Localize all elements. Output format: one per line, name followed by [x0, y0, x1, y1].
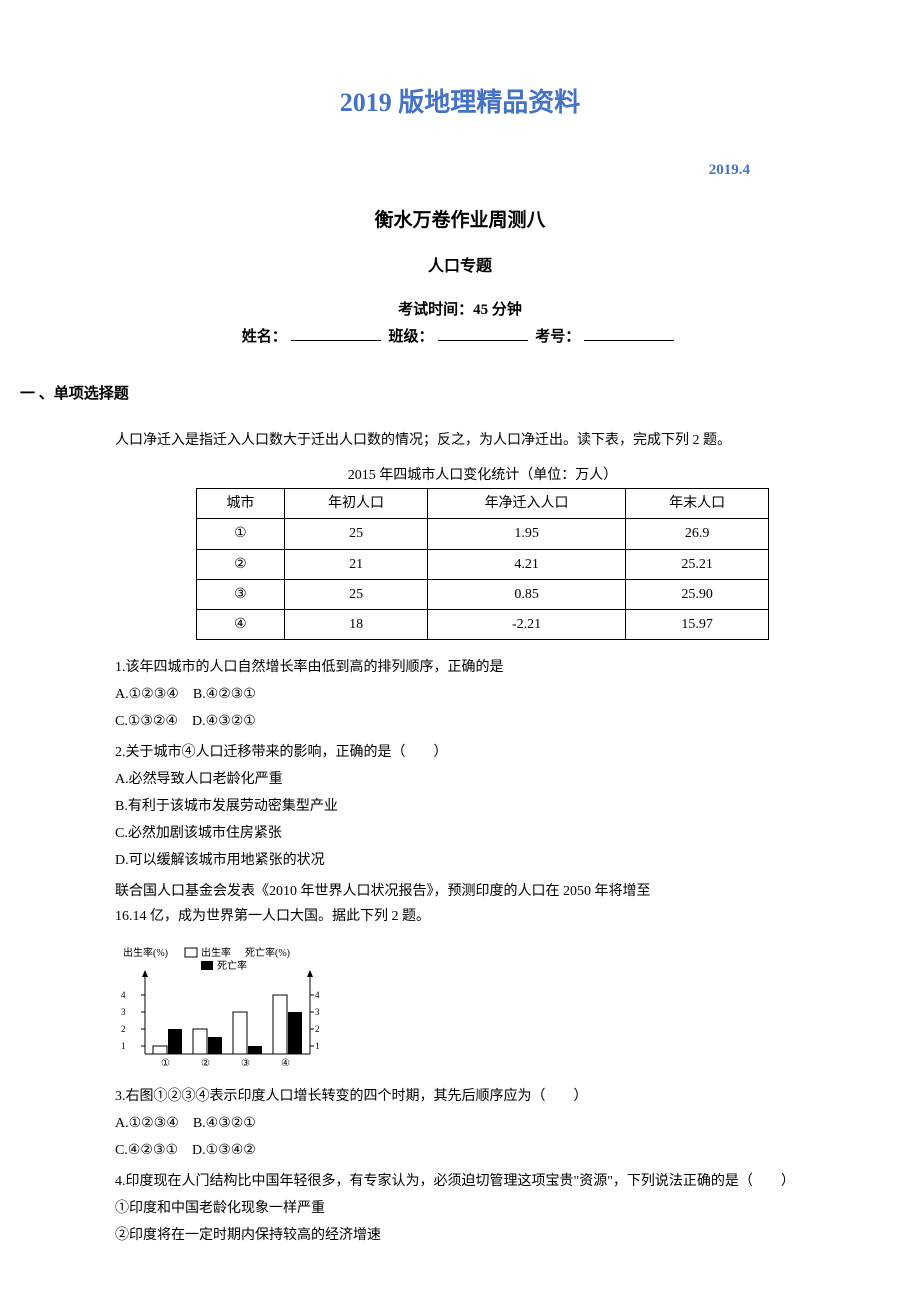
bar-death-4: [288, 1012, 302, 1054]
left-arrow: [142, 970, 148, 977]
left-axis-label: 出生率(%): [123, 946, 168, 959]
bar-death-3: [248, 1046, 262, 1054]
legend-death-box: [201, 961, 213, 970]
question-1: 1.该年四城市的人口自然增长率由低到高的排列顺序，正确的是: [115, 655, 850, 680]
ytick-r: 4: [315, 990, 320, 1000]
name-label: 姓名：: [242, 329, 287, 345]
table-row: ① 25 1.95 26.9: [196, 519, 768, 549]
cell: 25.90: [626, 579, 769, 609]
cell: 1.95: [428, 519, 626, 549]
intro-2a: 联合国人口基金会发表《2010 年世界人口状况报告》，预测印度的人口在 2050…: [115, 879, 850, 904]
topic-title: 人口专题: [70, 253, 850, 282]
ytick-r: 3: [315, 1007, 320, 1017]
q4-option-2: ②印度将在一定时期内保持较高的经济增速: [115, 1223, 850, 1248]
xtick-3: ③: [241, 1058, 250, 1069]
q3-options-cd: C.④②③① D.①③④②: [115, 1138, 850, 1163]
ytick: 2: [121, 1024, 126, 1034]
cell: 4.21: [428, 549, 626, 579]
table-row: ③ 25 0.85 25.90: [196, 579, 768, 609]
q2-option-c: C.必然加剧该城市住房紧张: [115, 821, 850, 846]
class-label: 班级：: [388, 329, 433, 345]
birth-death-chart: 出生率(%) 出生率 死亡率(%) 死亡率 1 2 3 4 1 2 3: [115, 944, 375, 1074]
class-blank: [438, 340, 528, 341]
intro-2b: 16.14 亿，成为世界第一人口大国。据此下列 2 题。: [115, 904, 850, 929]
xtick-1: ①: [161, 1058, 170, 1069]
cell: ④: [196, 609, 284, 639]
xtick-2: ②: [201, 1058, 210, 1069]
th-net: 年净迁入人口: [428, 489, 626, 519]
intro-1: 人口净迁入是指迁入人口数大于迁出人口数的情况；反之，为人口净迁出。读下表，完成下…: [115, 428, 850, 453]
q2-option-a: A.必然导致人口老龄化严重: [115, 767, 850, 792]
chart-svg: 出生率(%) 出生率 死亡率(%) 死亡率 1 2 3 4 1 2 3: [115, 944, 375, 1074]
cell: ③: [196, 579, 284, 609]
right-axis-label: 死亡率(%): [245, 946, 290, 959]
cell: 21: [285, 549, 428, 579]
bar-birth-2: [193, 1029, 207, 1054]
cell: 0.85: [428, 579, 626, 609]
xtick-4: ④: [281, 1058, 290, 1069]
cell: ②: [196, 549, 284, 579]
examno-blank: [584, 340, 674, 341]
ytick: 1: [121, 1041, 126, 1051]
q3-options-ab: A.①②③④ B.④③②①: [115, 1111, 850, 1136]
bar-birth-3: [233, 1012, 247, 1054]
cell: 18: [285, 609, 428, 639]
population-table: 城市 年初人口 年净迁入人口 年末人口 ① 25 1.95 26.9 ② 21 …: [196, 488, 769, 640]
cell: 25: [285, 519, 428, 549]
right-arrow: [307, 970, 313, 977]
ytick-r: 1: [315, 1041, 320, 1051]
question-4: 4.印度现在人门结构比中国年轻很多，有专家认为，必须迫切管理这项宝贵"资源"，下…: [115, 1169, 850, 1194]
q4-option-1: ①印度和中国老龄化现象一样严重: [115, 1196, 850, 1221]
main-title: 2019 版地理精品资料: [70, 80, 850, 127]
cell: ①: [196, 519, 284, 549]
question-2: 2.关于城市④人口迁移带来的影响，正确的是（ ）: [115, 740, 850, 765]
th-end: 年末人口: [626, 489, 769, 519]
content-block: 人口净迁入是指迁入人口数大于迁出人口数的情况；反之，为人口净迁出。读下表，完成下…: [115, 428, 850, 1248]
bar-birth-1: [153, 1046, 167, 1054]
ytick: 4: [121, 990, 126, 1000]
sub-title: 衡水万卷作业周测八: [70, 204, 850, 238]
cell: 25: [285, 579, 428, 609]
ytick: 3: [121, 1007, 126, 1017]
th-city: 城市: [196, 489, 284, 519]
date: 2019.4: [70, 157, 750, 184]
cell: 15.97: [626, 609, 769, 639]
q2-option-d: D.可以缓解该城市用地紧张的状况: [115, 848, 850, 873]
bar-death-1: [168, 1029, 182, 1054]
section-title: 一 、单项选择题: [20, 381, 850, 408]
examno-label: 考号：: [535, 329, 580, 345]
th-start: 年初人口: [285, 489, 428, 519]
q2-option-b: B.有利于该城市发展劳动密集型产业: [115, 794, 850, 819]
q1-options-ab: A.①②③④ B.④②③①: [115, 682, 850, 707]
exam-time: 考试时间：45 分钟: [70, 297, 850, 324]
table-row: ② 21 4.21 25.21: [196, 549, 768, 579]
name-blank: [291, 340, 381, 341]
ytick-r: 2: [315, 1024, 320, 1034]
q1-options-cd: C.①③②④ D.④③②①: [115, 709, 850, 734]
cell: 26.9: [626, 519, 769, 549]
cell: 25.21: [626, 549, 769, 579]
legend-birth-box: [185, 948, 197, 957]
table-row: ④ 18 -2.21 15.97: [196, 609, 768, 639]
legend-birth-label: 出生率: [201, 946, 231, 959]
info-line: 姓名： 班级： 考号：: [70, 324, 850, 351]
bar-birth-4: [273, 995, 287, 1054]
legend-death-label: 死亡率: [217, 959, 247, 972]
cell: -2.21: [428, 609, 626, 639]
table-caption: 2015 年四城市人口变化统计（单位：万人）: [115, 463, 850, 488]
bar-death-2: [208, 1037, 222, 1054]
question-3: 3.右图①②③④表示印度人口增长转变的四个时期，其先后顺序应为（ ）: [115, 1084, 850, 1109]
table-header-row: 城市 年初人口 年净迁入人口 年末人口: [196, 489, 768, 519]
